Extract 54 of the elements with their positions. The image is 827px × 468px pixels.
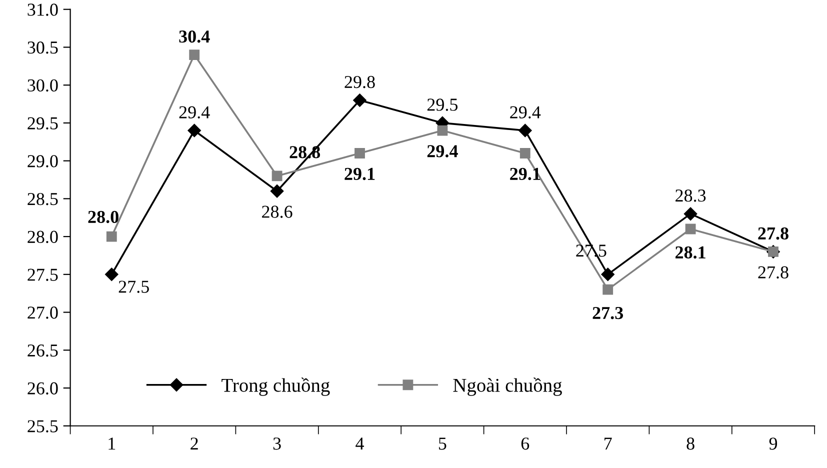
point xyxy=(270,184,284,198)
y-tick-label: 28.5 xyxy=(28,192,58,206)
data-label: 29.4 xyxy=(510,106,541,118)
data-label: 29.8 xyxy=(344,76,375,88)
y-tick-label: 28.0 xyxy=(28,230,58,244)
point xyxy=(520,148,530,158)
x-tick-label: 4 xyxy=(356,438,364,450)
point xyxy=(272,170,282,182)
data-label: 27.8 xyxy=(758,266,788,279)
point xyxy=(105,268,118,282)
y-tick-label: 29.0 xyxy=(28,155,58,168)
y-tick-label: 30.5 xyxy=(28,41,58,54)
y-tick-label: 29.5 xyxy=(28,117,58,130)
data-label: 28.3 xyxy=(676,190,706,202)
point xyxy=(601,268,614,282)
x-tick-label: 1 xyxy=(108,438,116,450)
point xyxy=(602,284,614,295)
data-label: 27.3 xyxy=(592,306,624,320)
data-label: 28.1 xyxy=(676,246,706,259)
x-tick-label: 3 xyxy=(273,438,281,450)
point xyxy=(188,124,201,138)
x-tick-label: 7 xyxy=(604,438,612,450)
data-label: 29.4 xyxy=(179,106,210,118)
legend-label: Ngoài chuồng xyxy=(453,378,562,396)
y-tick-label: 25.5 xyxy=(28,420,58,432)
point xyxy=(353,94,366,107)
y-tick-label: 27.5 xyxy=(28,268,58,281)
data-label: 29.1 xyxy=(510,168,540,180)
x-tick-label: 9 xyxy=(769,438,778,450)
data-label: 27.8 xyxy=(758,227,788,240)
x-tick-label: 5 xyxy=(438,438,446,450)
point xyxy=(354,148,365,158)
y-tick-label: 26.5 xyxy=(28,344,58,357)
x-tick-label: 8 xyxy=(686,438,694,450)
data-label: 30.4 xyxy=(179,30,210,43)
y-tick-label: 27.0 xyxy=(28,306,58,319)
y-tick-label: 31.0 xyxy=(28,4,58,16)
point xyxy=(685,224,696,234)
legend-label: Trong chuồng xyxy=(222,378,330,396)
y-tick-label: 26.0 xyxy=(28,382,58,395)
data-label: 29.5 xyxy=(427,98,458,111)
point xyxy=(684,207,698,220)
point xyxy=(518,124,532,138)
data-label: 28.6 xyxy=(262,206,292,218)
data-label: 29.1 xyxy=(344,168,375,180)
x-tick-label: 2 xyxy=(190,438,198,450)
x-tick-label: 6 xyxy=(521,438,530,450)
point xyxy=(106,231,117,242)
data-label: 28.0 xyxy=(88,210,118,224)
point xyxy=(189,50,200,60)
point xyxy=(437,125,448,136)
data-label: 27.5 xyxy=(118,280,149,293)
y-tick-label: 30.0 xyxy=(28,79,58,92)
data-label: 29.4 xyxy=(427,145,458,158)
